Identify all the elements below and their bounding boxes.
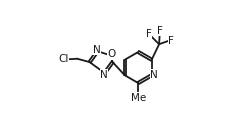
- Text: N: N: [93, 45, 100, 55]
- Text: F: F: [168, 36, 174, 46]
- Text: N: N: [100, 70, 108, 80]
- Text: F: F: [146, 29, 152, 39]
- Text: F: F: [157, 26, 163, 36]
- Text: Cl: Cl: [58, 54, 68, 64]
- Text: Me: Me: [131, 93, 146, 103]
- Text: O: O: [108, 49, 116, 59]
- Text: N: N: [150, 70, 158, 80]
